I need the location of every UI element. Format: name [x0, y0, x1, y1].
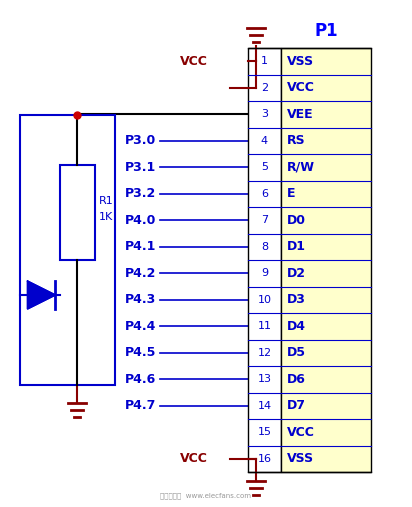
Text: 15: 15: [258, 427, 272, 437]
Text: 6: 6: [261, 189, 268, 199]
Text: D7: D7: [287, 399, 306, 412]
Text: D5: D5: [287, 346, 306, 359]
Text: R1: R1: [99, 196, 114, 205]
Text: P4.4: P4.4: [124, 320, 156, 333]
Text: 1: 1: [261, 56, 268, 66]
Text: 1K: 1K: [99, 212, 113, 223]
Text: 4: 4: [261, 136, 268, 146]
Text: P1: P1: [314, 22, 338, 40]
Text: 8: 8: [261, 242, 268, 252]
Text: D1: D1: [287, 240, 306, 254]
Text: E: E: [287, 187, 295, 200]
Text: 2: 2: [261, 83, 268, 93]
Text: 电子发烧友  www.elecfans.com: 电子发烧友 www.elecfans.com: [161, 492, 251, 499]
Text: 10: 10: [258, 295, 272, 305]
Text: RS: RS: [287, 134, 306, 147]
Text: 16: 16: [258, 454, 272, 464]
Text: P4.7: P4.7: [124, 399, 156, 412]
Text: D0: D0: [287, 214, 306, 227]
Text: P4.3: P4.3: [125, 293, 156, 306]
Text: 7: 7: [261, 215, 268, 225]
Text: 12: 12: [258, 348, 272, 358]
Text: VSS: VSS: [287, 55, 314, 68]
Text: VCC: VCC: [180, 55, 208, 68]
Text: VCC: VCC: [287, 81, 315, 94]
Text: P4.0: P4.0: [124, 214, 156, 227]
Text: 11: 11: [258, 321, 272, 331]
Text: VSS: VSS: [287, 452, 314, 465]
Text: D3: D3: [287, 293, 306, 306]
Bar: [248, 48, 281, 472]
Text: VCC: VCC: [180, 452, 208, 465]
Text: 3: 3: [261, 109, 268, 119]
Text: D4: D4: [287, 320, 306, 333]
Text: 14: 14: [258, 401, 272, 411]
Bar: [60, 165, 95, 260]
Text: P3.1: P3.1: [125, 161, 156, 174]
Text: VEE: VEE: [287, 108, 314, 121]
Bar: [20, 115, 115, 385]
Text: 13: 13: [258, 374, 272, 384]
Text: P4.5: P4.5: [124, 346, 156, 359]
Text: P4.6: P4.6: [125, 373, 156, 386]
Text: 5: 5: [261, 162, 268, 172]
Text: D2: D2: [287, 267, 306, 280]
Text: P3.0: P3.0: [125, 134, 156, 147]
Polygon shape: [28, 281, 56, 309]
Text: P4.2: P4.2: [124, 267, 156, 280]
Bar: [281, 48, 371, 472]
Text: R/W: R/W: [287, 161, 315, 174]
Text: P4.1: P4.1: [124, 240, 156, 254]
Text: D6: D6: [287, 373, 306, 386]
Text: P3.2: P3.2: [125, 187, 156, 200]
Text: 9: 9: [261, 268, 268, 278]
Text: VCC: VCC: [287, 426, 315, 439]
